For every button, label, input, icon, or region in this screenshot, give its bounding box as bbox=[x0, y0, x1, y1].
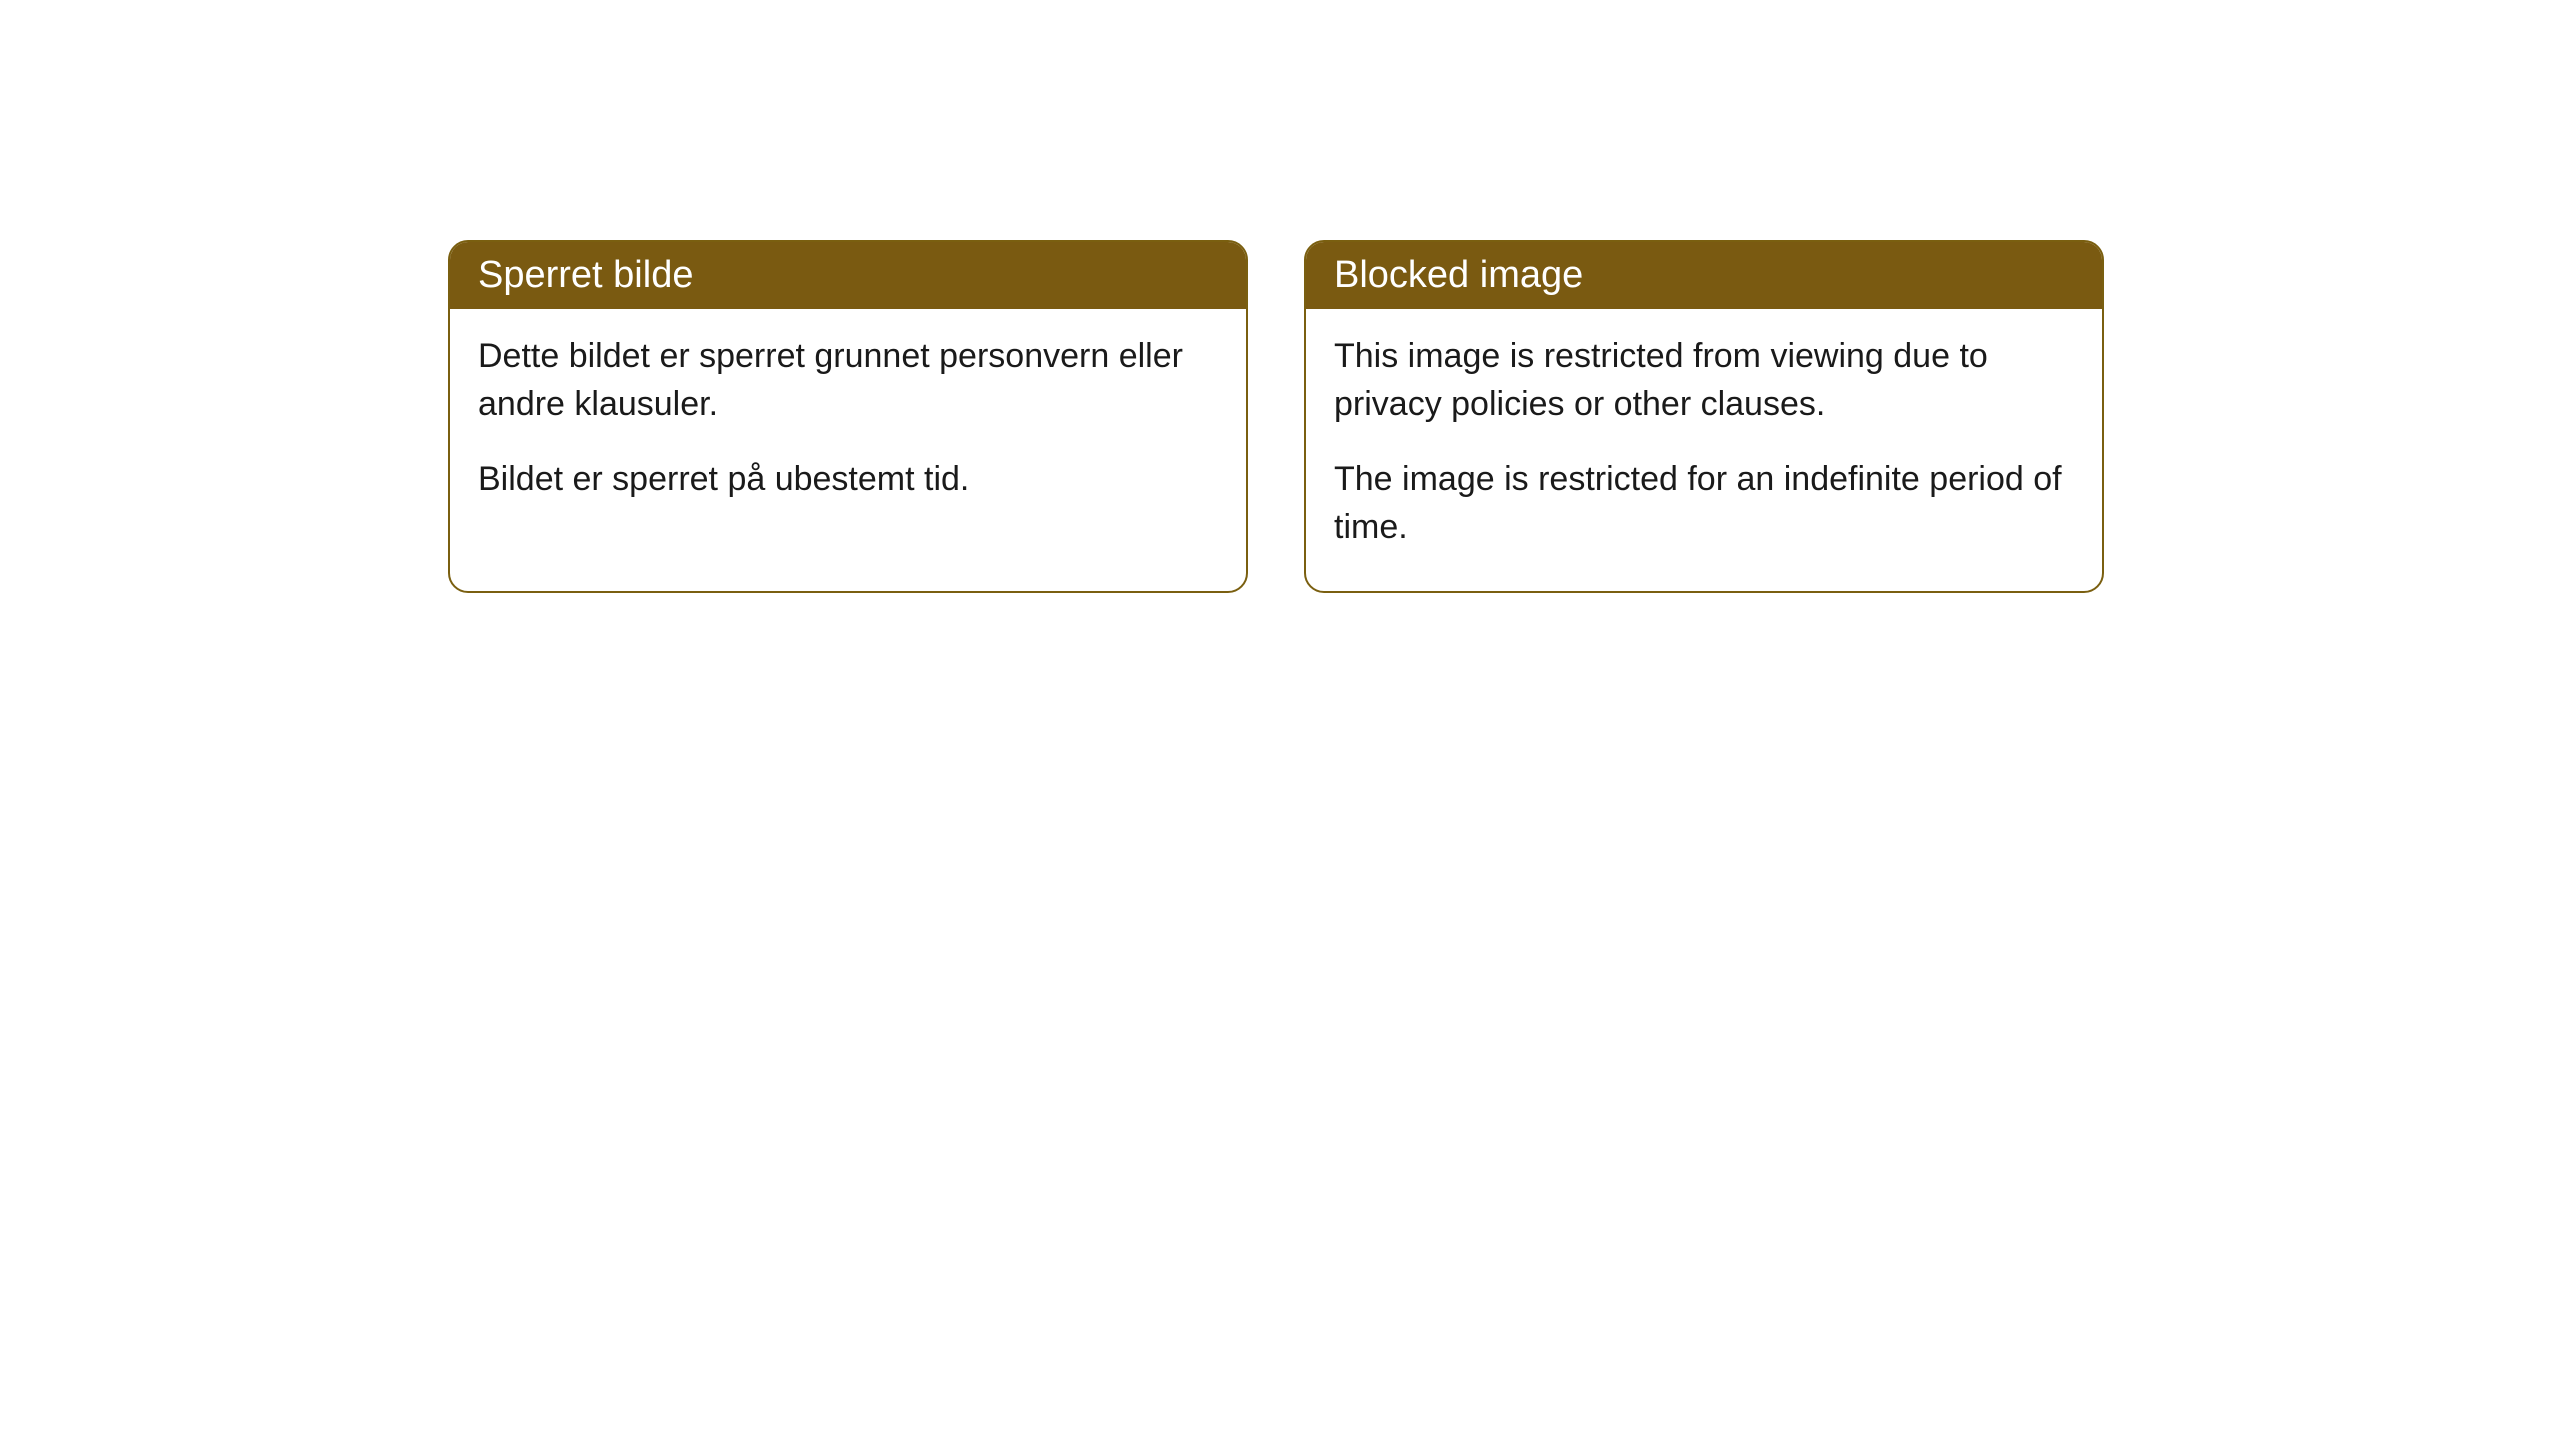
card-body-en: This image is restricted from viewing du… bbox=[1306, 309, 2102, 591]
card-body-no: Dette bildet er sperret grunnet personve… bbox=[450, 309, 1246, 544]
card-paragraph-no-2: Bildet er sperret på ubestemt tid. bbox=[478, 456, 1218, 504]
card-title-en: Blocked image bbox=[1306, 242, 2102, 309]
blocked-image-card-en: Blocked image This image is restricted f… bbox=[1304, 240, 2104, 593]
card-title-no: Sperret bilde bbox=[450, 242, 1246, 309]
card-paragraph-en-1: This image is restricted from viewing du… bbox=[1334, 333, 2074, 428]
blocked-image-card-no: Sperret bilde Dette bildet er sperret gr… bbox=[448, 240, 1248, 593]
cards-container: Sperret bilde Dette bildet er sperret gr… bbox=[0, 0, 2560, 593]
card-paragraph-no-1: Dette bildet er sperret grunnet personve… bbox=[478, 333, 1218, 428]
card-paragraph-en-2: The image is restricted for an indefinit… bbox=[1334, 456, 2074, 551]
